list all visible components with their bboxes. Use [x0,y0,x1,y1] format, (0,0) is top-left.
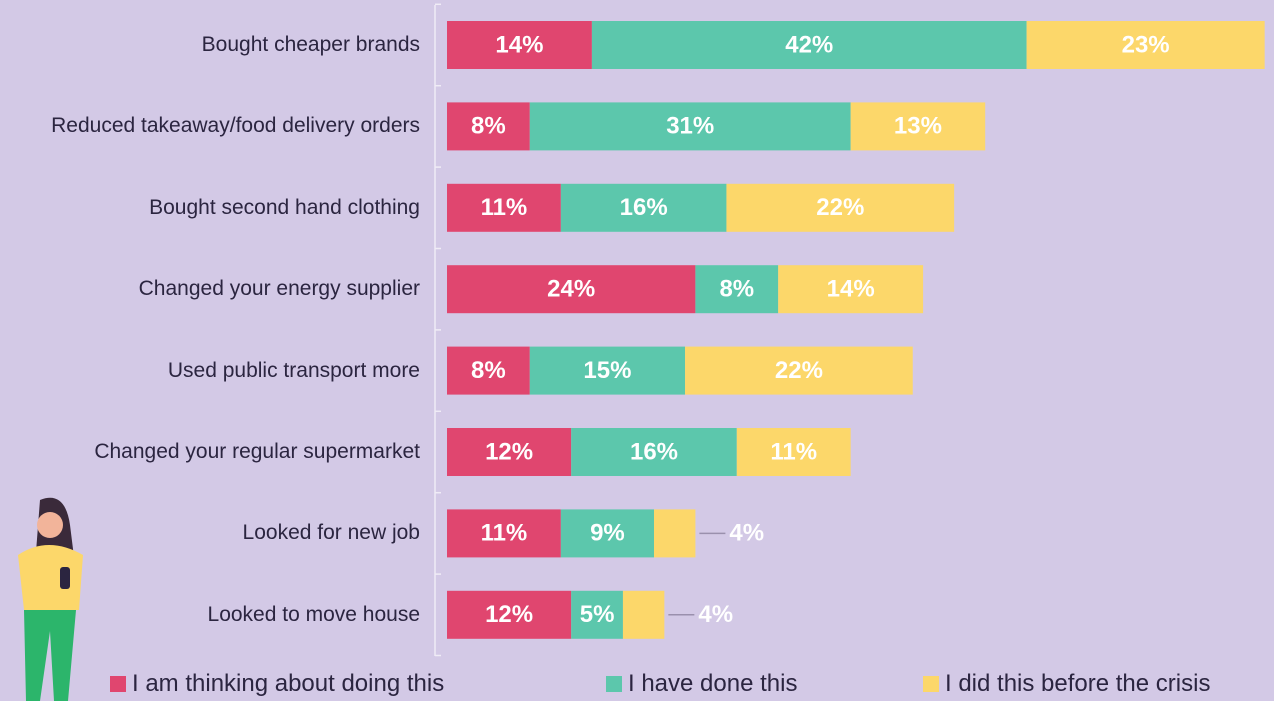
bar-segment [447,346,530,395]
value-label: 15% [583,357,631,384]
value-label: 16% [620,194,668,221]
value-label: 8% [471,113,506,140]
value-label: 9% [590,520,625,547]
legend-label: I am thinking about doing this [132,670,445,697]
value-label: 5% [580,601,615,628]
legend-label: I did this before the crisis [945,670,1211,697]
bar-segment [695,265,779,314]
legend-swatch [923,676,939,692]
value-label: 22% [775,357,823,384]
value-label: 42% [785,31,833,58]
bar-segment [447,590,572,639]
value-label: 12% [485,601,533,628]
bar-segment [571,428,737,476]
value-label: 11% [481,194,528,221]
bar-segment [1026,21,1265,69]
value-label: 4% [729,520,764,547]
category-label: Bought second hand clothing [149,195,420,219]
legend-item: I am thinking about doing this [110,670,444,698]
value-label: 11% [770,438,817,465]
bar-segment [560,509,654,558]
value-label: 22% [816,194,864,221]
bar-segment [447,265,696,314]
bar-segment [560,183,727,232]
bar-segment [654,509,696,558]
value-label: 31% [666,113,714,140]
category-label: Changed your energy supplier [138,277,420,301]
bar-segment [571,590,623,639]
value-label: 16% [630,438,678,465]
value-label: 24% [547,276,595,303]
legend-swatch [110,676,126,692]
bar-segment [736,428,851,476]
value-label: 8% [719,276,754,303]
category-label: Looked for new job [242,521,420,545]
category-label: Reduced takeaway/food delivery orders [51,114,420,138]
bar-segment [726,183,955,232]
value-label: 8% [471,357,506,384]
legend-item: I did this before the crisis [923,670,1210,698]
bar-segment [622,590,665,639]
bar-segment [447,102,530,151]
value-label: 11% [481,520,528,547]
category-label: Used public transport more [167,358,420,382]
category-label: Looked to move house [207,602,420,626]
value-label: 14% [495,31,543,58]
bar-segment [591,21,1027,69]
category-label: Changed your regular supermarket [94,440,420,463]
value-label: 13% [894,113,942,140]
illustration [18,497,83,701]
category-label: Bought cheaper brands [201,33,420,56]
bar-segment [447,21,592,69]
bar-segment [529,102,851,151]
bar-segment [447,428,572,476]
bar-segment [685,346,913,395]
legend-swatch [606,676,622,692]
value-label: 12% [485,438,533,465]
value-label: 14% [827,276,875,303]
bar-segment [529,346,686,395]
bar-segment [778,265,924,314]
legend-item: I have done this [606,670,797,698]
legend-label: I have done this [628,670,798,697]
bar-segment [850,102,986,151]
value-label: 23% [1122,31,1170,58]
bar-segment [447,183,561,232]
value-label: 4% [698,601,733,628]
bar-segment [447,509,561,558]
